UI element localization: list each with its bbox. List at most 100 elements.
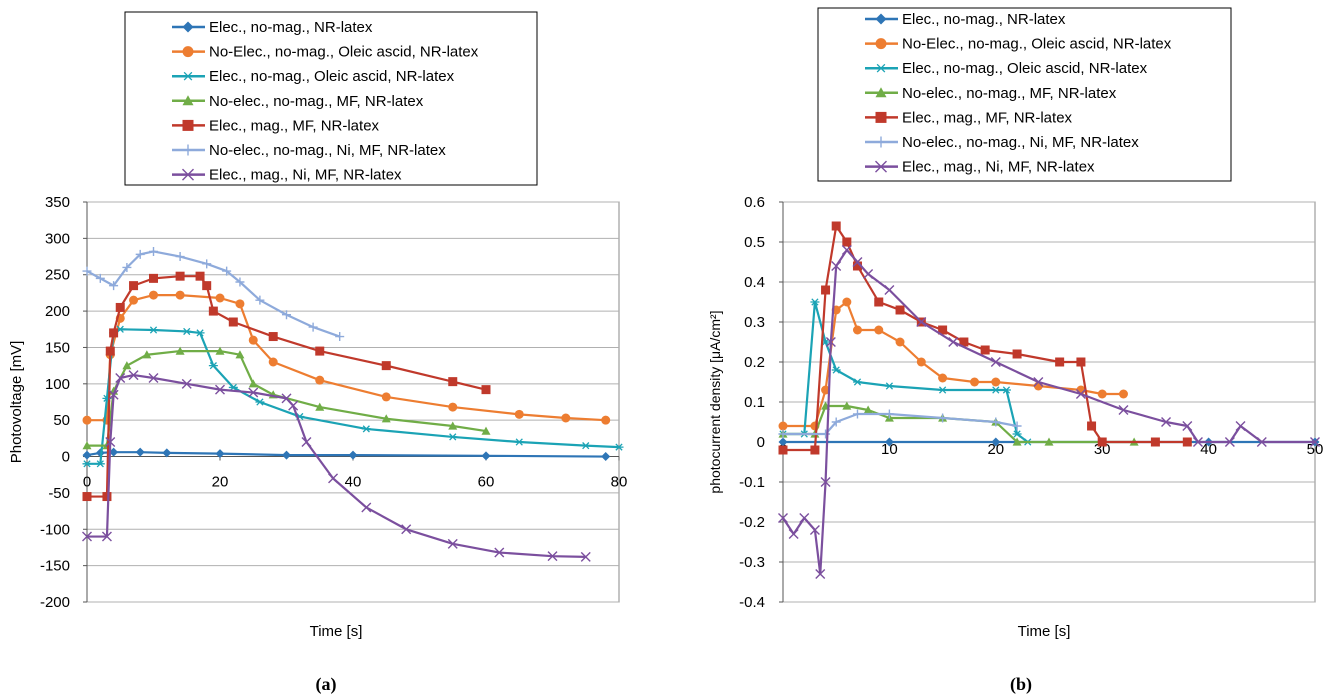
legend-marker [182,168,194,181]
data-point [991,386,1001,394]
data-point [122,361,132,370]
data-point [181,378,192,389]
data-point [1044,437,1054,446]
y-tick-label: 100 [45,376,70,393]
data-point [115,302,125,312]
data-point [948,337,959,347]
data-point [128,370,139,381]
legend-item: Elec., mag., Ni, MF, NR-latex [172,167,402,184]
data-point [248,335,258,345]
legend-label: Elec., mag., Ni, MF, NR-latex [209,167,402,184]
data-point [831,261,842,271]
data-point [381,392,391,402]
data-point [874,297,884,307]
data-point [235,350,245,359]
data-point [82,531,92,542]
data-point [810,298,820,306]
data-point [821,285,831,295]
legend-item: No-elec., no-mag., Ni, MF, NR-latex [865,134,1139,151]
data-point [581,442,591,450]
legend-marker [875,87,887,98]
legend-marker [875,63,887,73]
data-point [228,317,238,327]
data-point [938,386,948,394]
series-b [778,221,1320,579]
data-point [1012,430,1022,438]
data-point [82,450,92,460]
data-point [109,447,119,457]
data-point [1055,357,1065,367]
legend-label: No-elec., no-mag., Ni, MF, NR-latex [902,134,1139,151]
series-5 [778,221,1192,455]
data-point [315,402,325,411]
legend-label: Elec., mag., MF, NR-latex [902,109,1073,126]
data-point [149,290,158,300]
data-point [1256,437,1267,447]
data-point [447,538,458,549]
data-point [135,447,145,457]
data-point [481,385,491,395]
data-point [842,401,852,410]
data-point [115,373,126,383]
data-point [215,293,225,303]
plot-area-a [86,201,620,603]
data-point [82,441,92,450]
chart-a: Elec., no-mag., NR-latex No-Elec., no-mag… [8,11,627,695]
series-line [783,300,1029,443]
data-point [105,346,115,356]
data-point [282,310,291,320]
legend-marker [875,160,887,173]
data-point [991,377,1001,387]
data-point [1087,421,1097,431]
y-tick-label: -0.4 [739,594,765,611]
data-point [514,438,524,446]
legend-box-a [124,11,538,186]
data-point [938,373,948,383]
data-point [831,366,841,374]
data-point [255,295,265,305]
data-point [580,551,591,562]
legend-item: No-elec., no-mag., MF, NR-latex [865,85,1117,102]
data-point [481,451,491,461]
data-point [916,317,927,327]
y-tick-label: 200 [45,303,70,320]
legend-marker [182,71,194,81]
data-point [1182,437,1192,447]
data-point [841,245,852,255]
data-point [481,426,491,435]
data-point [852,325,862,335]
data-point [1192,437,1203,447]
x-tick-label: 20 [987,441,1004,458]
legend-item: Elec., no-mag., NR-latex [172,19,373,36]
legend-label: No-Elec., no-mag., Oleic ascid, NR-latex [209,44,479,61]
y-tick-label: 300 [45,230,70,247]
legend-box-b [817,7,1232,182]
legend-label: Elec., mag., Ni, MF, NR-latex [902,159,1095,176]
series-line [86,250,341,338]
data-point [182,327,192,336]
data-point [315,346,325,356]
data-point [1150,437,1160,447]
legend-marker [182,95,194,106]
data-point [175,252,185,262]
data-point [82,492,92,502]
data-point [215,346,225,355]
y-tick-label: -200 [40,594,70,611]
data-point [175,346,185,355]
data-point [514,409,524,419]
data-point [825,337,836,347]
y-tick-label: 0.4 [744,274,765,291]
data-point [268,332,278,342]
legend-label: Elec., no-mag., NR-latex [209,19,373,36]
panel-label-a: (a) [316,674,337,695]
x-tick-label: 10 [881,441,898,458]
data-point [381,414,391,423]
data-point [328,473,339,484]
data-point [821,385,831,395]
legend-label: Elec., no-mag., NR-latex [902,11,1066,28]
data-point [938,325,948,335]
axes-b: -0.4-0.3-0.2-0.100.10.20.30.40.50.601020… [739,194,1323,611]
data-point [1097,389,1107,399]
data-point [809,525,820,535]
